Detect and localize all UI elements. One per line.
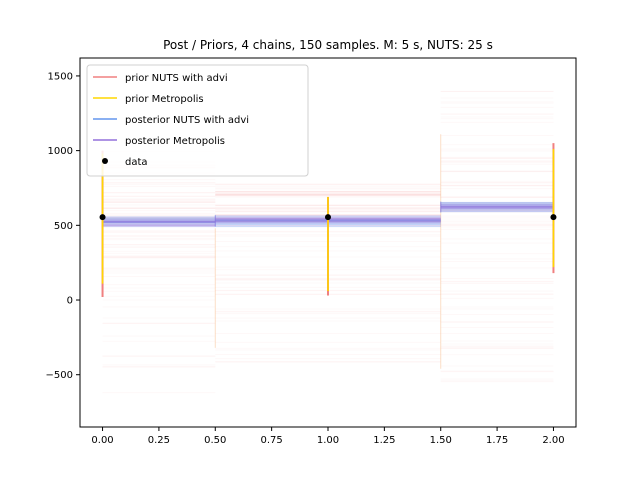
y-tick-label: 500 — [54, 221, 73, 232]
chart-title: Post / Priors, 4 chains, 150 samples. M:… — [163, 38, 493, 52]
x-tick-label: 2.00 — [542, 435, 564, 446]
ticks-layer: 0.00 0.25 0.50 0.75 1.00 1.25 1.50 1.75 2.00 −500… — [46, 71, 565, 446]
legend-entry: posterior Metropolis — [125, 136, 225, 147]
data-point — [550, 214, 557, 221]
x-tick-label: 0.50 — [204, 435, 226, 446]
legend-marker — [102, 158, 108, 164]
y-tick-label: 1500 — [48, 71, 73, 82]
x-tick-label: 1.75 — [486, 435, 508, 446]
y-tick-label: −500 — [46, 370, 73, 381]
plot-layer — [99, 90, 557, 394]
legend-entry: posterior NUTS with advi — [125, 115, 249, 126]
x-tick-label: 1.25 — [373, 435, 395, 446]
legend-box — [86, 64, 309, 177]
data-point — [325, 214, 331, 221]
x-tick-label: 0.25 — [148, 435, 170, 446]
x-tick-label: 1.50 — [430, 435, 452, 446]
y-tick-label: 0 — [67, 296, 73, 307]
x-tick-label: 1.00 — [317, 435, 339, 446]
x-tick-label: 0.75 — [261, 435, 283, 446]
legend-entry: prior NUTS with advi — [125, 73, 228, 84]
y-tick-label: 1000 — [48, 146, 73, 157]
legend-entry: data — [125, 157, 148, 168]
legend: prior NUTS with advi prior Metropolis post… — [86, 64, 309, 177]
x-tick-label: 0.00 — [91, 435, 113, 446]
data-point — [99, 214, 106, 221]
legend-entry: prior Metropolis — [125, 94, 204, 105]
